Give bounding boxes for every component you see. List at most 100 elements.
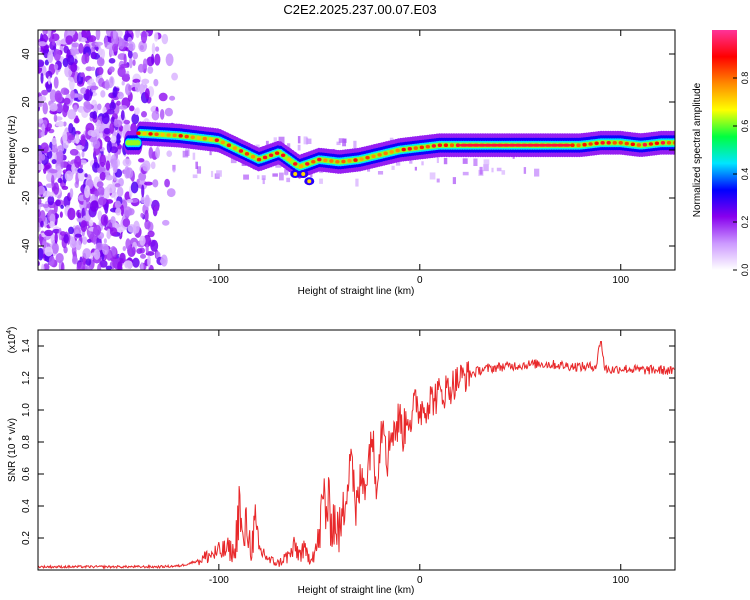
spectrogram-noise-cell xyxy=(47,50,54,64)
spectrogram-noise-cell xyxy=(136,248,143,254)
spectrogram-noise-cell xyxy=(128,84,132,92)
spectrogram-faint-cell xyxy=(353,140,357,149)
spectrogram-noise-cell xyxy=(96,66,104,76)
spectrogram-faint-cell xyxy=(534,168,540,177)
colorbar-tick-label: 0.2 xyxy=(740,216,750,229)
spectrogram-peak-cell xyxy=(305,162,310,166)
spectrogram-noise-cell xyxy=(55,253,64,264)
spectrogram-noise-cell xyxy=(122,218,131,228)
spectrogram-noise-cell xyxy=(90,51,98,60)
spectrogram-noise-cell xyxy=(140,212,144,218)
spectrogram-noise-cell xyxy=(109,227,118,237)
spectrogram-peak-cell xyxy=(594,141,599,146)
spectrogram-noise-cell xyxy=(74,155,82,169)
spectrogram-noise-cell xyxy=(166,188,176,198)
spectrogram-noise-cell xyxy=(97,103,102,111)
spectrogram-noise-cell xyxy=(103,238,107,244)
spectrogram-noise-cell xyxy=(97,167,103,174)
spectrogram-peak-cell xyxy=(389,150,394,154)
snr-series-line xyxy=(38,341,675,570)
spectrogram-faint-cell xyxy=(483,164,489,172)
x-tick-label: -100 xyxy=(209,275,229,286)
spectrogram-noise-cell xyxy=(40,153,46,161)
spectrogram-noise-cell xyxy=(47,30,51,39)
spectrogram-faint-cell xyxy=(391,165,395,170)
spectrogram-noise-cell xyxy=(64,170,74,182)
snr-plot-area xyxy=(38,330,675,570)
spectrogram-noise-cell xyxy=(60,87,69,96)
spectrogram-noise-cell xyxy=(41,34,49,43)
spectrogram-peak-cell xyxy=(166,133,171,137)
spectrogram-peak-cell xyxy=(648,142,654,146)
spectrogram-noise-cell xyxy=(89,111,96,119)
spectrogram-peak-cell xyxy=(419,145,425,150)
spectrogram-noise-cell xyxy=(41,89,49,96)
spectrogram-noise-cell xyxy=(62,106,68,118)
spectrogram-faint-cell xyxy=(196,166,202,174)
spectrogram-faint-cell xyxy=(462,171,469,176)
spectrogram-noise-cell xyxy=(153,205,160,212)
spectrogram-peak-cell xyxy=(630,142,636,147)
spectrogram-peak-cell xyxy=(196,136,201,140)
spectrogram-faint-cell xyxy=(262,178,265,185)
spectrogram-noise-cell xyxy=(148,146,154,159)
spectrogram-noise-cell xyxy=(63,195,71,208)
x-tick-label: 0 xyxy=(417,575,423,586)
spectrogram-noise-cell xyxy=(84,52,90,64)
spectrogram-noise-cell xyxy=(155,146,161,159)
spectrogram-noise-cell xyxy=(38,247,44,261)
spectrogram-noise-cell xyxy=(107,152,112,163)
spectrogram-noise-cell xyxy=(44,246,53,257)
spectrogram-peak-cell xyxy=(347,159,352,163)
spectrogram-peak-cell xyxy=(353,158,358,162)
spectrogram-noise-cell xyxy=(95,30,101,41)
spectrogram-noise-cell xyxy=(155,251,161,259)
spectrogram-noise-cell xyxy=(38,95,47,103)
spectrogram-noise-cell xyxy=(74,130,81,135)
spectrogram-noise-cell xyxy=(66,54,75,66)
spectrogram-ridge-cell xyxy=(134,140,141,146)
spectrogram-noise-cell xyxy=(108,76,115,87)
spectrogram-noise-cell xyxy=(121,80,125,86)
spectrogram-noise-cell xyxy=(171,72,178,81)
spectrogram-noise-cell xyxy=(94,41,104,46)
spectrogram-noise-cell xyxy=(40,131,45,137)
spectrogram-noise-cell xyxy=(84,185,91,199)
spectrogram-peak-cell xyxy=(672,141,675,145)
y-tick-label: 1.2 xyxy=(21,371,32,385)
spectrogram-faint-cell xyxy=(307,138,312,144)
spectrogram-noise-cell xyxy=(150,239,159,252)
spectrogram-faint-cell xyxy=(303,136,308,145)
spectrogram-noise-cell xyxy=(96,123,105,132)
spectrogram-noise-cell xyxy=(135,107,140,115)
spectrogram-noise-cell xyxy=(42,204,50,209)
spectrogram-faint-cell xyxy=(278,172,284,181)
spectrogram-y-label: Frequency (Hz) xyxy=(7,116,18,185)
spectrogram-faint-cell xyxy=(182,150,189,158)
spectrogram-noise-cell xyxy=(108,58,116,64)
spectrogram-faint-cell xyxy=(473,158,478,167)
spectrogram-peak-cell xyxy=(329,159,334,163)
spectrogram-noise-cell xyxy=(68,226,75,235)
spectrogram-faint-cell xyxy=(172,169,176,173)
spectrogram-noise-cell xyxy=(153,78,159,87)
spectrogram-noise-cell xyxy=(116,100,121,106)
spectrogram-peak-cell xyxy=(256,157,262,162)
spectrogram-noise-cell xyxy=(154,53,161,66)
spectrogram-peak-cell xyxy=(449,143,455,147)
spectrogram-noise-cell xyxy=(96,57,105,67)
spectrogram-noise-cell xyxy=(116,132,121,146)
spectrogram-noise-cell xyxy=(105,174,114,181)
spectrogram-peak-cell xyxy=(232,146,238,150)
spectrogram-noise-cell xyxy=(127,36,132,43)
spectrogram-noise-cell xyxy=(102,243,109,256)
spectrogram-noise-cell xyxy=(94,190,100,197)
spectrogram-faint-cell xyxy=(286,177,291,183)
spectrogram-noise-cell xyxy=(75,115,79,124)
spectrogram-faint-cell xyxy=(278,136,285,145)
spectrogram-noise-cell xyxy=(38,222,41,233)
spectrogram-peak-cell xyxy=(178,134,183,138)
spectrogram-faint-cell xyxy=(496,167,502,172)
spectrogram-noise-cell xyxy=(105,265,112,270)
spectrogram-faint-cell xyxy=(216,170,222,177)
